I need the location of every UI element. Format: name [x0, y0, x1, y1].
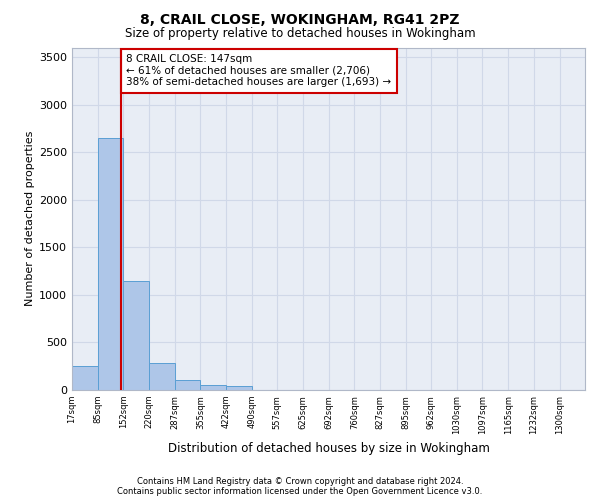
- X-axis label: Distribution of detached houses by size in Wokingham: Distribution of detached houses by size …: [167, 442, 490, 455]
- Text: 8, CRAIL CLOSE, WOKINGHAM, RG41 2PZ: 8, CRAIL CLOSE, WOKINGHAM, RG41 2PZ: [140, 12, 460, 26]
- Bar: [124, 280, 149, 390]
- Text: Contains HM Land Registry data © Crown copyright and database right 2024.: Contains HM Land Registry data © Crown c…: [137, 477, 463, 486]
- Y-axis label: Number of detached properties: Number of detached properties: [25, 131, 35, 306]
- Text: 8 CRAIL CLOSE: 147sqm
← 61% of detached houses are smaller (2,706)
38% of semi-d: 8 CRAIL CLOSE: 147sqm ← 61% of detached …: [127, 54, 391, 88]
- Bar: [98, 138, 124, 390]
- Bar: [226, 386, 252, 390]
- Bar: [149, 364, 175, 390]
- Bar: [175, 380, 200, 390]
- Bar: [200, 385, 226, 390]
- Bar: [72, 366, 98, 390]
- Text: Size of property relative to detached houses in Wokingham: Size of property relative to detached ho…: [125, 28, 475, 40]
- Text: Contains public sector information licensed under the Open Government Licence v3: Contains public sector information licen…: [118, 487, 482, 496]
